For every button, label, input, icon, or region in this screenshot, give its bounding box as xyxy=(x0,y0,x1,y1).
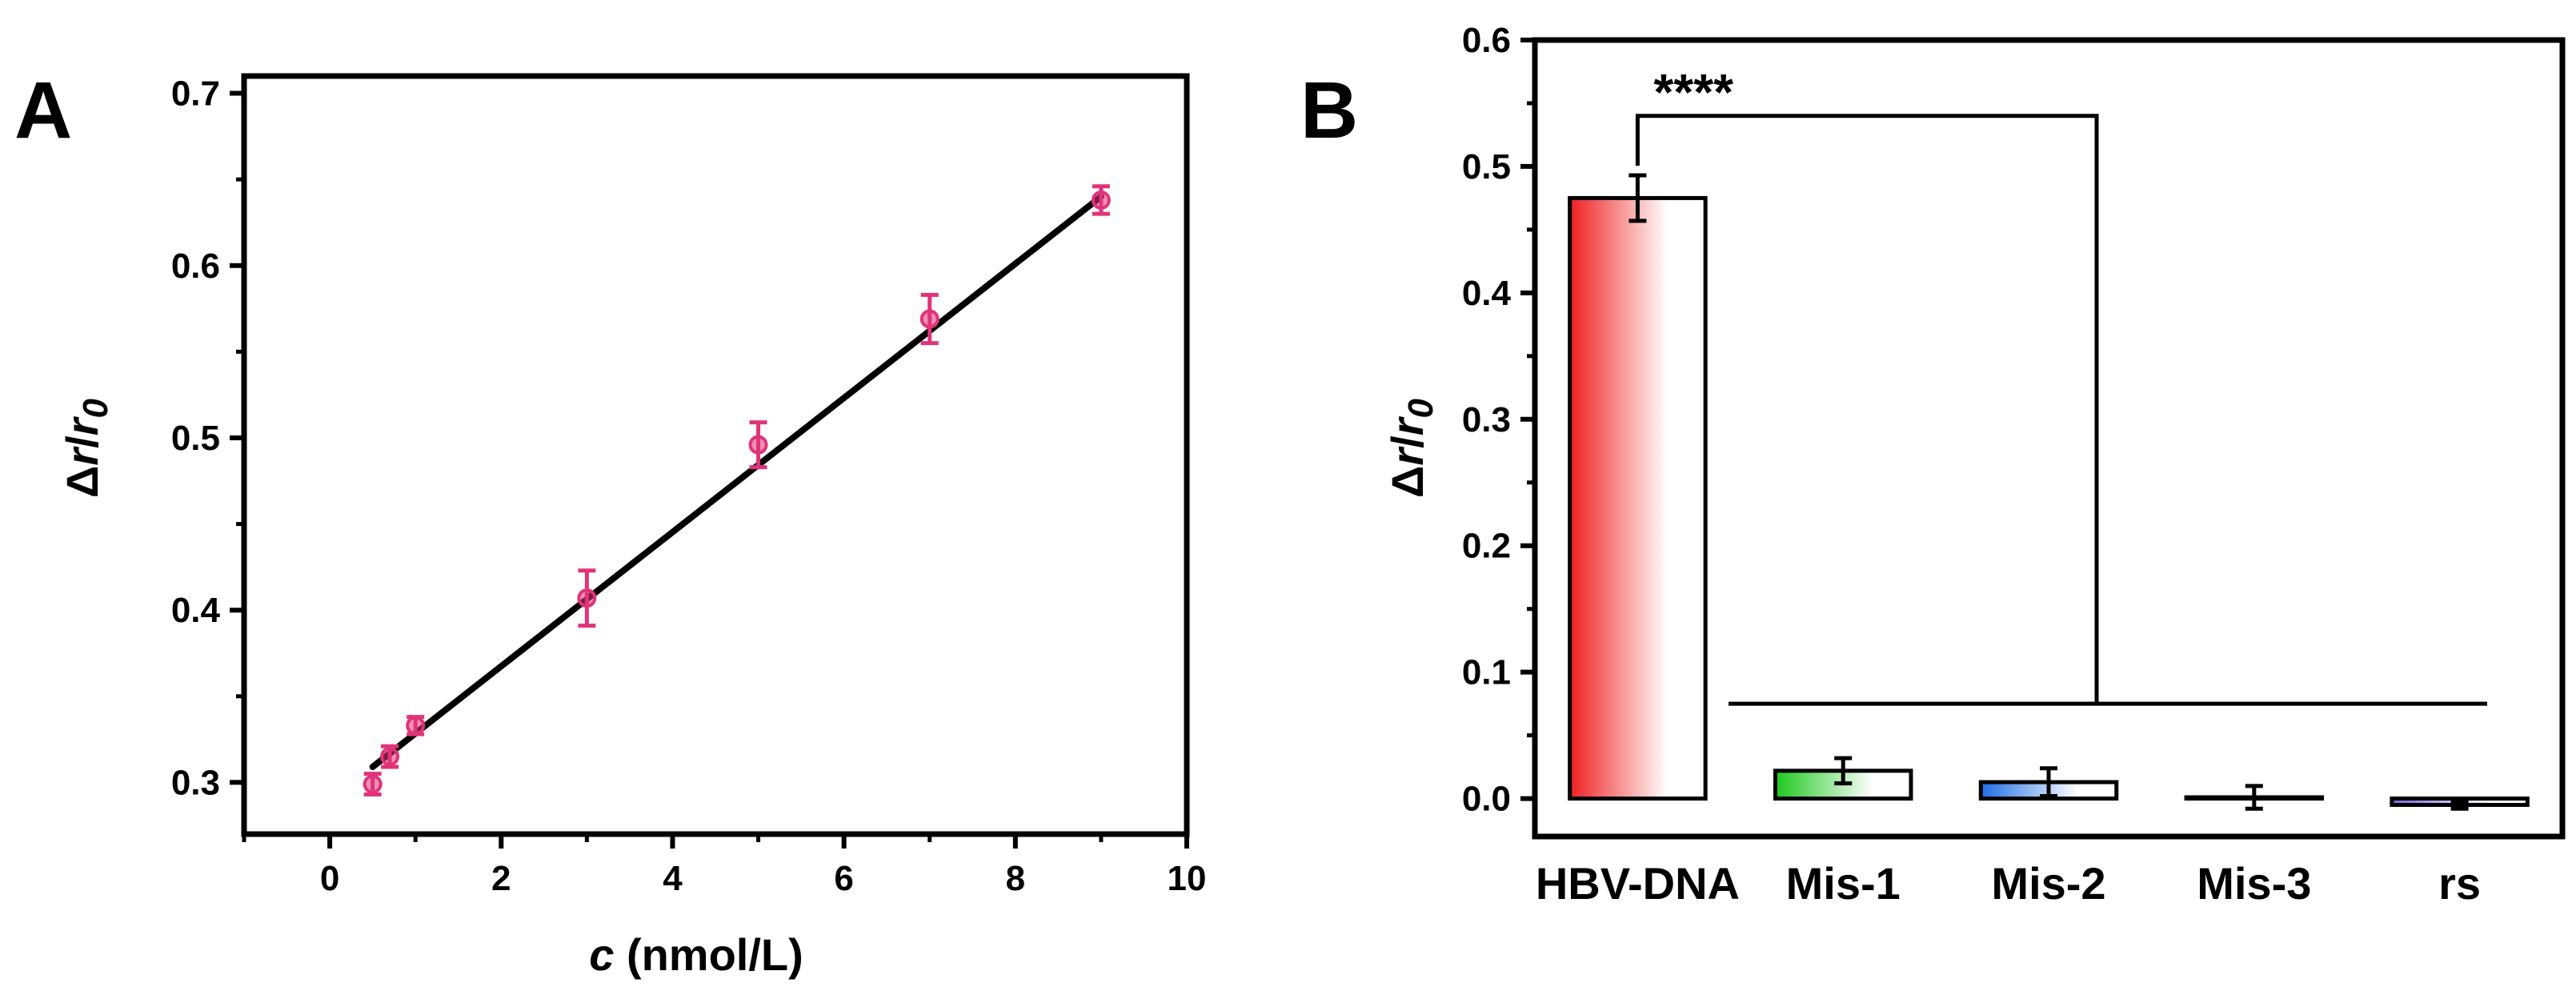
panel-b-category-label: rs xyxy=(2438,858,2481,909)
panel-b-category-label: Mis-3 xyxy=(2197,858,2311,909)
panel-a-data-point-group xyxy=(380,744,400,769)
panel-b-category-labels: HBV-DNA Mis-1 Mis-2 Mis-3 rs xyxy=(1536,858,2481,909)
panel-a-data-point xyxy=(406,716,426,736)
panel-a-x-tick-label: 6 xyxy=(834,859,853,898)
panel-a-y-ticks: 0.3 0.4 0.5 0.6 0.7 xyxy=(171,74,244,802)
panel-a-x-ticks: 0 2 4 6 8 10 xyxy=(242,834,1207,898)
panel-b-error-bars xyxy=(1629,173,2469,811)
panel-b-y-ticks: 0.0 0.1 0.2 0.3 0.4 0.5 0.6 xyxy=(1462,21,1535,819)
panel-a-letter: A xyxy=(14,66,72,155)
panel-b-y-tick-label: 0.6 xyxy=(1462,21,1511,60)
panel-a-y-tick-label: 0.7 xyxy=(171,74,220,114)
panel-a-data-point-group xyxy=(406,715,426,736)
panel-a-x-tick-label: 4 xyxy=(663,859,683,898)
panel-a-data-point xyxy=(748,435,768,455)
panel-a-data-point xyxy=(363,774,383,794)
panel-a-data-point-group xyxy=(577,568,597,628)
panel-b-y-tick-label: 0.4 xyxy=(1462,274,1512,313)
panel-a-data-point-group xyxy=(919,292,939,346)
panel-a-x-tick-label: 8 xyxy=(1006,859,1025,898)
panel-a-y-tick-label: 0.4 xyxy=(171,591,221,630)
panel-b-bar xyxy=(1568,195,1708,801)
panel-a-x-tick-label: 10 xyxy=(1168,859,1207,898)
panel-b-letter: B xyxy=(1300,66,1358,155)
panel-b-y-tick-label: 0.0 xyxy=(1462,780,1511,819)
panel-a-data-point xyxy=(577,588,597,608)
panel-a-y-axis-title: Δr/r0 xyxy=(57,399,115,498)
panel-b-y-tick-label: 0.5 xyxy=(1462,147,1511,187)
panel-a-y-tick-label: 0.3 xyxy=(171,763,220,802)
panel-a-y-tick-label: 0.5 xyxy=(171,419,220,458)
panel-a-x-tick-label: 2 xyxy=(491,859,511,898)
panel-b: B 0.0 0.1 0.2 0.3 0.4 0.5 0.6 HBV-DNA Mis-1 Mis-… xyxy=(1300,21,2566,909)
panel-b-y-tick-label: 0.2 xyxy=(1462,527,1511,566)
panel-a: A 0.3 0.4 0.5 0.6 0.7 0 2 4 6 8 10 Δr/r0 c (nmol/… xyxy=(14,66,1206,980)
panel-a-data-point-group xyxy=(363,772,383,796)
panel-b-category-label: Mis-2 xyxy=(1991,858,2105,909)
panel-a-y-tick-label: 0.6 xyxy=(171,247,220,286)
panel-a-data-points xyxy=(363,184,1111,796)
panel-a-data-point xyxy=(1091,190,1111,210)
panel-b-bars xyxy=(1568,195,2530,808)
panel-b-plot-frame xyxy=(1532,37,2566,840)
panel-b-y-axis-title: Δr/r0 xyxy=(1382,399,1440,498)
panel-a-data-point xyxy=(380,747,400,767)
panel-b-category-label: HBV-DNA xyxy=(1536,858,1740,909)
panel-a-fit-line xyxy=(369,193,1104,771)
panel-b-category-label: Mis-1 xyxy=(1786,858,1901,909)
panel-a-plot-frame xyxy=(241,73,1190,837)
panel-b-y-tick-label: 0.1 xyxy=(1462,653,1511,692)
panel-a-data-point xyxy=(919,309,939,329)
panel-a-x-axis-title: c (nmol/L) xyxy=(589,929,803,980)
panel-a-data-point-group xyxy=(1091,184,1111,216)
significance-label: **** xyxy=(1653,63,1733,121)
panel-a-data-point-group xyxy=(748,420,768,470)
panel-b-y-tick-label: 0.3 xyxy=(1462,400,1511,439)
significance-bracket xyxy=(1635,114,2099,704)
panel-a-x-tick-label: 0 xyxy=(320,859,339,898)
